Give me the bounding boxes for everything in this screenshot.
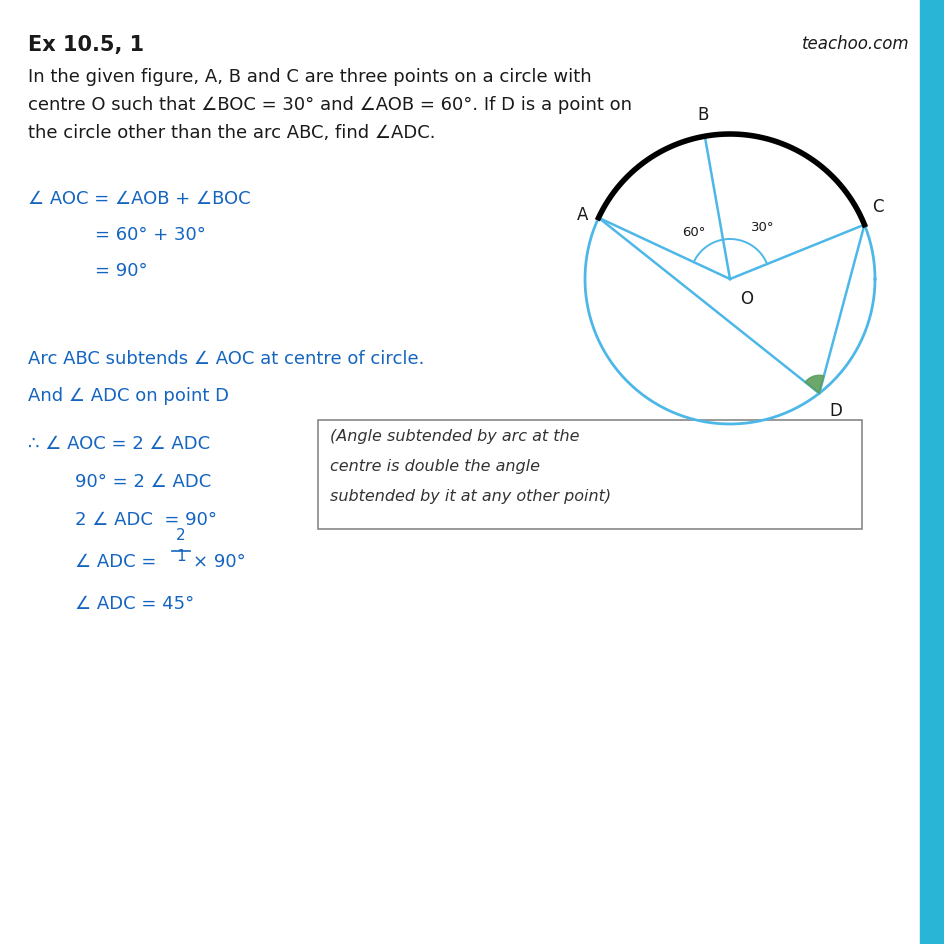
FancyBboxPatch shape: [318, 421, 861, 530]
Text: × 90°: × 90°: [193, 552, 245, 570]
Text: 90° = 2 ∠ ADC: 90° = 2 ∠ ADC: [75, 473, 211, 491]
Text: 30°: 30°: [750, 221, 774, 234]
Text: C: C: [871, 197, 883, 215]
Text: teachoo.com: teachoo.com: [801, 35, 909, 53]
Text: D: D: [829, 402, 841, 420]
Text: ∠ AOC = ∠AOB + ∠BOC: ∠ AOC = ∠AOB + ∠BOC: [28, 190, 250, 208]
Text: 2 ∠ ADC  = 90°: 2 ∠ ADC = 90°: [75, 511, 217, 529]
Text: Arc ABC subtends ∠ AOC at centre of circle.: Arc ABC subtends ∠ AOC at centre of circ…: [28, 349, 424, 367]
Text: = 90°: = 90°: [95, 261, 147, 279]
Text: = 60° + 30°: = 60° + 30°: [95, 226, 206, 244]
Bar: [919, 0, 944, 944]
Text: centre is double the angle: centre is double the angle: [329, 459, 539, 474]
Text: O: O: [739, 290, 752, 308]
Text: ∴ ∠ AOC = 2 ∠ ADC: ∴ ∠ AOC = 2 ∠ ADC: [28, 434, 210, 452]
Text: ∠ ADC = 45°: ∠ ADC = 45°: [75, 595, 194, 613]
Text: (Angle subtended by arc at the: (Angle subtended by arc at the: [329, 429, 579, 444]
Text: A: A: [577, 206, 588, 224]
Text: 60°: 60°: [681, 226, 704, 239]
Text: B: B: [697, 106, 708, 124]
Text: In the given figure, A, B and C are three points on a circle with: In the given figure, A, B and C are thre…: [28, 68, 591, 86]
Text: centre O such that ∠BOC = 30° and ∠AOB = 60°. If D is a point on: centre O such that ∠BOC = 30° and ∠AOB =…: [28, 96, 632, 114]
Text: 2: 2: [176, 528, 186, 543]
Text: 1: 1: [176, 548, 186, 564]
Wedge shape: [804, 376, 823, 394]
Text: Ex 10.5, 1: Ex 10.5, 1: [28, 35, 144, 55]
Text: subtended by it at any other point): subtended by it at any other point): [329, 488, 611, 503]
Text: the circle other than the arc ABC, find ∠ADC.: the circle other than the arc ABC, find …: [28, 124, 435, 142]
Text: And ∠ ADC on point D: And ∠ ADC on point D: [28, 387, 228, 405]
Text: ∠ ADC =: ∠ ADC =: [75, 552, 162, 570]
